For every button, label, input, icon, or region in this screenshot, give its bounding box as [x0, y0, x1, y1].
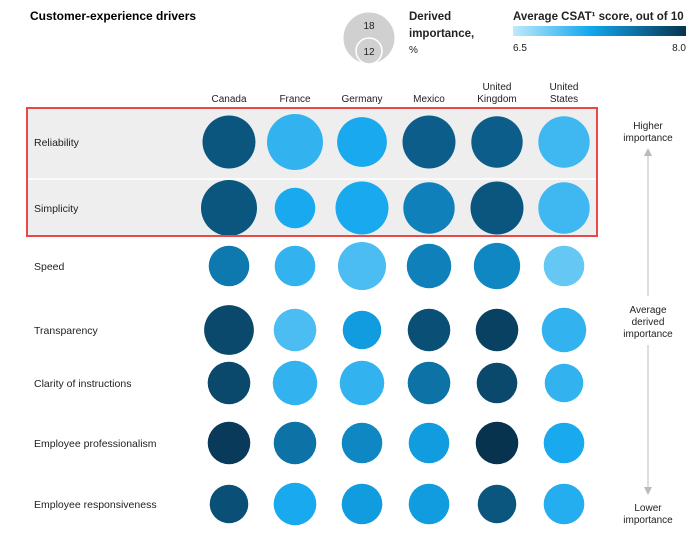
row-label: Reliability: [34, 137, 80, 149]
bubble: [403, 182, 455, 234]
bubble: [337, 117, 387, 167]
bubble: [339, 360, 385, 406]
highlight-frame: [26, 107, 598, 237]
size-legend: 18 12 Derived importance, %: [342, 11, 474, 65]
row-label: Employee responsiveness: [34, 499, 157, 511]
bubble: [274, 187, 316, 229]
higher-importance-label-2: importance: [623, 133, 673, 144]
chart-title: Customer-experience drivers: [30, 9, 196, 23]
down-arrow-icon: [644, 487, 652, 495]
column-label: States: [550, 94, 578, 105]
color-legend: Average CSAT¹ score, out of 10 6.5 8.0: [513, 11, 686, 54]
bubble: [407, 308, 451, 352]
bubble: [204, 305, 254, 355]
bubble: [209, 484, 249, 524]
column-label: Mexico: [413, 94, 445, 105]
bubble: [408, 483, 450, 525]
bubble: [274, 245, 316, 287]
lower-importance-label-2: importance: [623, 515, 673, 526]
size-legend-title-1: Derived: [409, 11, 451, 23]
column-label: United: [550, 82, 579, 93]
bubble: [202, 115, 256, 169]
column-label: Canada: [211, 94, 246, 105]
bubble: [342, 310, 382, 350]
higher-importance-label-1: Higher: [633, 121, 663, 132]
bubble: [273, 482, 317, 526]
column-label: France: [279, 94, 311, 105]
color-legend-gradient: [513, 26, 686, 36]
average-importance-label-1: Average: [629, 305, 667, 316]
bubble: [407, 361, 451, 405]
row-label: Transparency: [34, 325, 99, 337]
up-arrow-icon: [644, 148, 652, 156]
color-legend-max: 8.0: [672, 43, 686, 54]
bubble: [471, 116, 523, 168]
bubble: [475, 421, 519, 465]
bubble: [341, 422, 383, 464]
column-label: Germany: [341, 94, 382, 105]
bubble: [335, 181, 389, 235]
bubble: [538, 116, 590, 168]
row-label: Employee professionalism: [34, 438, 157, 450]
color-legend-title: Average CSAT¹ score, out of 10: [513, 11, 684, 23]
bubble: [543, 245, 585, 287]
size-legend-small-value: 12: [363, 47, 375, 58]
bubble: [337, 241, 387, 291]
color-legend-min: 6.5: [513, 43, 527, 54]
average-importance-label-2: derived: [632, 317, 665, 328]
bubble: [207, 361, 251, 405]
bubble: [273, 421, 317, 465]
bubble: [272, 360, 318, 406]
bubble: [273, 308, 317, 352]
lower-importance-label-1: Lower: [634, 503, 662, 514]
bubble: [201, 180, 257, 236]
bubble: [408, 422, 450, 464]
importance-scale: Higher importance Average derived import…: [623, 121, 673, 526]
bubble: [543, 422, 585, 464]
column-label: Kingdom: [477, 94, 516, 105]
row-label: Simplicity: [34, 203, 79, 215]
bubble: [476, 362, 518, 404]
size-legend-title-2: importance,: [409, 28, 474, 40]
bubble: [207, 421, 251, 465]
bubble: [406, 243, 452, 289]
bubble: [473, 242, 521, 290]
size-legend-unit: %: [409, 45, 418, 56]
bubble: [341, 483, 383, 525]
bubble: [475, 308, 519, 352]
bubble: [402, 115, 456, 169]
bubble: [543, 483, 585, 525]
bubble: [541, 307, 587, 353]
bubble: [538, 182, 590, 234]
bubble: [470, 181, 524, 235]
row-label: Speed: [34, 261, 65, 273]
average-importance-label-3: importance: [623, 329, 673, 340]
bubble: [477, 484, 517, 524]
size-legend-small-circle: [355, 37, 383, 65]
bubble: [544, 363, 584, 403]
column-label: United: [483, 82, 512, 93]
size-legend-large-value: 18: [363, 21, 375, 32]
bubble: [208, 245, 250, 287]
bubble: [267, 114, 323, 170]
row-label: Clarity of instructions: [34, 378, 131, 390]
